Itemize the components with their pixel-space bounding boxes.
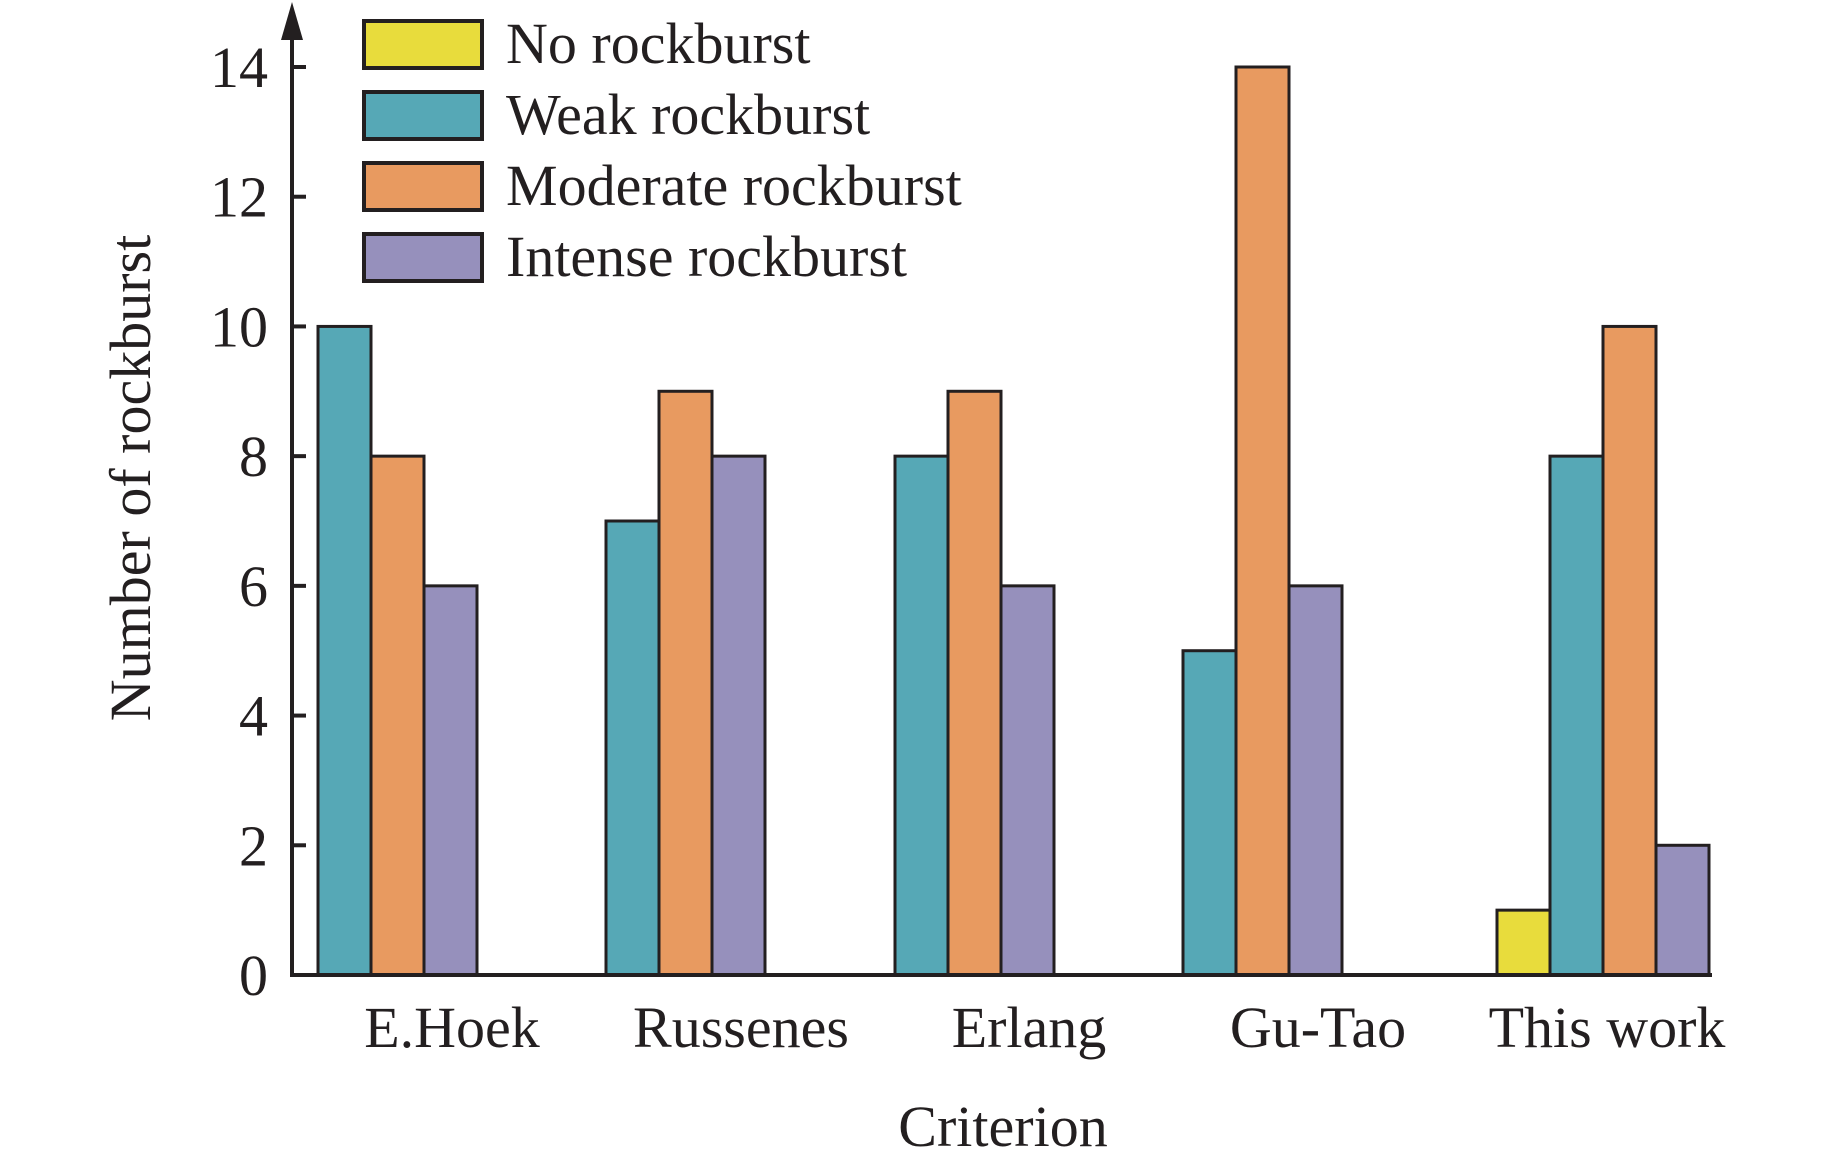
x-axis-title: Criterion: [898, 1094, 1107, 1150]
legend-label: Moderate rockburst: [506, 153, 962, 218]
legend-swatch: [362, 90, 484, 141]
y-ticks: 0 2 4 6 8 10 12 14: [210, 35, 306, 1008]
legend-label: Weak rockburst: [506, 82, 870, 147]
bar-group: [893, 389, 1056, 977]
bar: [893, 454, 950, 977]
legend-label: No rockburst: [506, 11, 810, 76]
y-tick-label: 12: [210, 165, 268, 230]
bar: [1287, 584, 1344, 977]
bar: [1654, 843, 1711, 977]
legend-item: No rockburst: [362, 11, 810, 76]
bar-group: [1181, 65, 1344, 977]
y-tick-label: 10: [210, 294, 268, 359]
legend-item: Intense rockburst: [362, 224, 907, 289]
y-axis-arrow-icon: [281, 2, 303, 40]
legend-item: Weak rockburst: [362, 82, 870, 147]
y-tick-label: 4: [239, 684, 268, 749]
bar-group: [1495, 324, 1711, 977]
bar: [422, 584, 479, 977]
x-category-label: This work: [1489, 995, 1726, 1060]
bars-layer: [316, 65, 1711, 977]
bar: [946, 389, 1003, 977]
legend-swatch: [362, 161, 484, 212]
bar: [369, 454, 426, 977]
bar: [1181, 649, 1238, 977]
legend-label: Intense rockburst: [506, 224, 907, 289]
x-category-label: Gu-Tao: [1230, 995, 1406, 1060]
x-category-label: Erlang: [952, 995, 1107, 1060]
x-category-label: E.Hoek: [364, 995, 540, 1060]
y-axis-title: Number of rockburst: [98, 235, 163, 721]
axes: [281, 2, 1712, 977]
bar: [1601, 324, 1658, 977]
bar: [1234, 65, 1291, 977]
legend-swatch: [362, 232, 484, 283]
y-tick-label: 0: [239, 943, 268, 1008]
bar: [710, 454, 767, 977]
bar: [316, 324, 373, 977]
y-tick-label: 2: [239, 813, 268, 878]
legend-item: Moderate rockburst: [362, 153, 962, 218]
bar: [604, 519, 661, 977]
bar-group: [316, 324, 479, 977]
legend-swatch: [362, 19, 484, 70]
y-tick-label: 14: [210, 35, 268, 100]
y-tick-label: 8: [239, 424, 268, 489]
x-category-labels: E.Hoek Russenes Erlang Gu-Tao This work: [364, 995, 1725, 1060]
bar: [999, 584, 1056, 977]
y-tick-label: 6: [239, 554, 268, 619]
bar-group: [604, 389, 767, 977]
x-category-label: Russenes: [633, 995, 849, 1060]
bar: [1548, 454, 1605, 977]
bar: [657, 389, 714, 977]
bar: [1495, 908, 1552, 977]
